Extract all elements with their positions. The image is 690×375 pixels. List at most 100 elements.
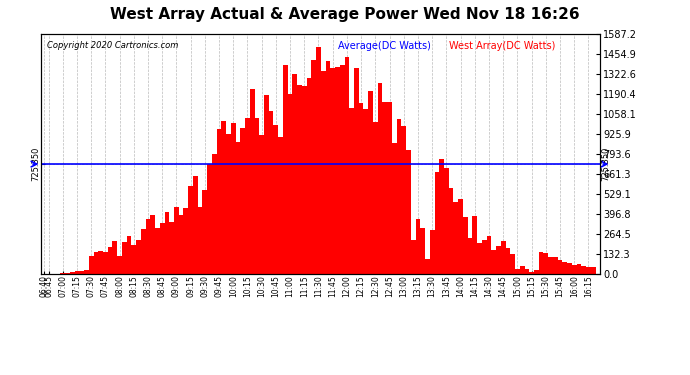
Bar bbox=[529, 272, 534, 274]
Bar bbox=[150, 215, 155, 274]
Bar bbox=[321, 71, 326, 274]
Bar bbox=[217, 129, 221, 274]
Bar bbox=[486, 236, 491, 274]
Bar bbox=[250, 89, 255, 274]
Bar bbox=[562, 262, 567, 274]
Bar bbox=[444, 168, 448, 274]
Bar bbox=[226, 134, 231, 274]
Bar bbox=[591, 267, 595, 274]
Bar bbox=[184, 208, 188, 274]
Bar bbox=[402, 126, 406, 274]
Bar bbox=[477, 243, 482, 274]
Bar bbox=[231, 123, 235, 274]
Bar bbox=[193, 176, 198, 274]
Bar bbox=[160, 223, 164, 274]
Bar bbox=[468, 238, 473, 274]
Bar bbox=[425, 259, 430, 274]
Bar bbox=[411, 240, 415, 274]
Bar bbox=[207, 164, 212, 274]
Bar bbox=[103, 252, 108, 274]
Bar bbox=[548, 256, 553, 274]
Bar bbox=[89, 256, 94, 274]
Bar bbox=[458, 199, 463, 274]
Bar bbox=[240, 128, 245, 274]
Bar bbox=[146, 219, 150, 274]
Bar bbox=[316, 47, 321, 274]
Bar bbox=[415, 219, 420, 274]
Bar bbox=[572, 265, 577, 274]
Bar bbox=[397, 119, 402, 274]
Bar bbox=[406, 150, 411, 274]
Bar bbox=[368, 91, 373, 274]
Bar bbox=[164, 212, 169, 274]
Text: Copyright 2020 Cartronics.com: Copyright 2020 Cartronics.com bbox=[47, 41, 178, 50]
Bar bbox=[534, 270, 539, 274]
Bar bbox=[60, 273, 65, 274]
Bar bbox=[482, 240, 486, 274]
Bar bbox=[259, 135, 264, 274]
Bar bbox=[169, 222, 174, 274]
Bar bbox=[331, 68, 335, 274]
Bar bbox=[202, 190, 207, 274]
Bar bbox=[524, 269, 529, 274]
Bar bbox=[174, 207, 179, 274]
Bar bbox=[311, 60, 316, 274]
Bar bbox=[245, 118, 250, 274]
Bar bbox=[440, 159, 444, 274]
Bar bbox=[75, 271, 79, 274]
Bar bbox=[306, 78, 311, 274]
Bar bbox=[179, 215, 184, 274]
Bar bbox=[511, 254, 515, 274]
Bar bbox=[108, 247, 112, 274]
Bar bbox=[354, 68, 359, 274]
Bar bbox=[387, 102, 392, 274]
Bar bbox=[326, 61, 331, 274]
Bar bbox=[473, 216, 477, 274]
Bar bbox=[98, 252, 103, 274]
Bar bbox=[188, 186, 193, 274]
Bar bbox=[364, 110, 368, 274]
Bar bbox=[373, 122, 377, 274]
Bar bbox=[293, 74, 297, 274]
Bar bbox=[212, 154, 217, 274]
Bar bbox=[377, 82, 382, 274]
Bar bbox=[453, 201, 458, 274]
Bar bbox=[339, 65, 344, 274]
Bar bbox=[586, 267, 591, 274]
Bar bbox=[141, 230, 146, 274]
Bar bbox=[94, 252, 98, 274]
Bar bbox=[506, 249, 511, 274]
Bar bbox=[117, 256, 122, 274]
Bar bbox=[359, 103, 364, 274]
Bar bbox=[288, 94, 293, 274]
Text: West Array(DC Watts): West Array(DC Watts) bbox=[449, 41, 555, 51]
Bar bbox=[112, 242, 117, 274]
Bar bbox=[235, 142, 240, 274]
Bar bbox=[553, 257, 558, 274]
Bar bbox=[448, 188, 453, 274]
Bar bbox=[501, 241, 506, 274]
Bar bbox=[515, 268, 520, 274]
Bar bbox=[84, 270, 89, 274]
Bar bbox=[283, 65, 288, 274]
Bar bbox=[582, 266, 586, 274]
Bar bbox=[420, 228, 425, 274]
Bar bbox=[544, 253, 548, 274]
Bar bbox=[127, 236, 131, 274]
Bar bbox=[302, 86, 306, 274]
Bar bbox=[463, 217, 468, 274]
Bar bbox=[268, 111, 273, 274]
Bar bbox=[65, 273, 70, 274]
Bar bbox=[255, 118, 259, 274]
Bar bbox=[382, 102, 387, 274]
Bar bbox=[79, 270, 84, 274]
Text: 725.350: 725.350 bbox=[602, 147, 611, 181]
Bar bbox=[539, 252, 544, 274]
Bar bbox=[558, 261, 562, 274]
Bar bbox=[131, 245, 136, 274]
Bar bbox=[221, 121, 226, 274]
Bar bbox=[122, 242, 127, 274]
Bar bbox=[349, 108, 354, 274]
Bar bbox=[264, 95, 268, 274]
Bar bbox=[567, 263, 572, 274]
